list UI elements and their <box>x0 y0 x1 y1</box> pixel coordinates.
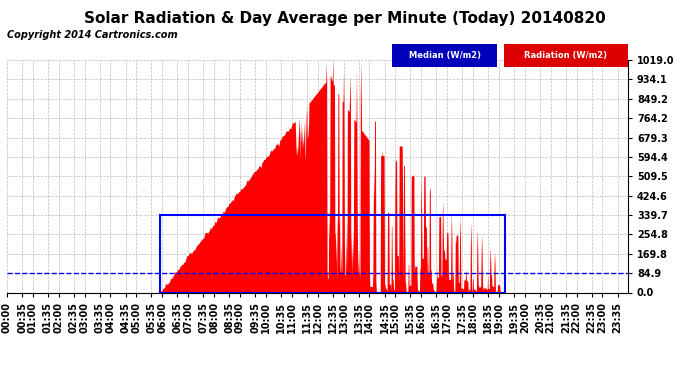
Text: Solar Radiation & Day Average per Minute (Today) 20140820: Solar Radiation & Day Average per Minute… <box>84 11 606 26</box>
Bar <box>160 215 505 292</box>
Text: Median (W/m2): Median (W/m2) <box>408 51 481 60</box>
Bar <box>392 44 497 67</box>
Bar <box>504 44 628 67</box>
Text: Copyright 2014 Cartronics.com: Copyright 2014 Cartronics.com <box>7 30 177 40</box>
Text: Radiation (W/m2): Radiation (W/m2) <box>524 51 607 60</box>
